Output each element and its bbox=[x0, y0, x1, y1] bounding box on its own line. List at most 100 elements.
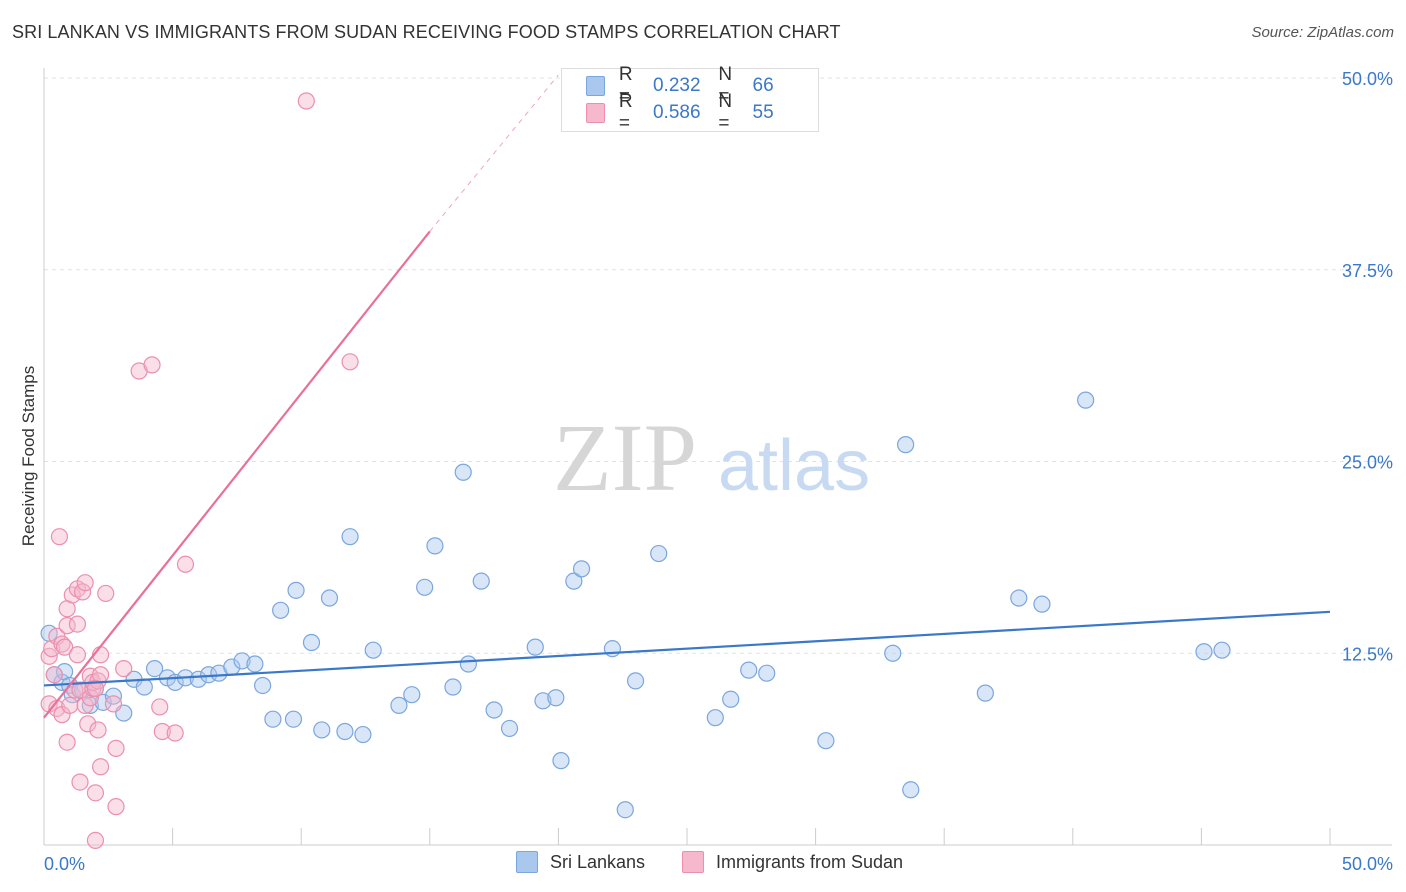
point-sudan bbox=[115, 659, 133, 678]
axes bbox=[43, 68, 1392, 846]
x-tick-label-max: 50.0% bbox=[1342, 854, 1393, 874]
point-sri-lankans bbox=[354, 725, 372, 744]
point-sri-lankans bbox=[313, 721, 331, 739]
point-sudan bbox=[97, 584, 115, 603]
chart-source: Source: ZipAtlas.com bbox=[1251, 24, 1394, 41]
point-sri-lankans bbox=[459, 655, 477, 673]
point-sri-lankans bbox=[390, 696, 408, 715]
point-sri-lankans bbox=[884, 644, 902, 662]
point-sudan bbox=[86, 784, 105, 802]
point-sudan bbox=[143, 356, 161, 374]
point-sri-lankans bbox=[534, 692, 552, 710]
point-sudan bbox=[53, 635, 71, 653]
point-sudan bbox=[50, 528, 69, 546]
point-sri-lankans bbox=[246, 655, 264, 673]
legend-r-label: R = bbox=[618, 91, 633, 134]
point-sudan bbox=[68, 646, 87, 664]
point-sri-lankans bbox=[572, 560, 591, 578]
point-sri-lankans bbox=[287, 581, 305, 599]
legend-swatch-pink bbox=[586, 103, 605, 123]
trend-line-sudan bbox=[43, 230, 431, 719]
legend-swatch-blue bbox=[586, 76, 605, 96]
point-sudan bbox=[86, 679, 105, 698]
point-sudan bbox=[166, 724, 184, 742]
bottom-legend-label-pink: Immigrants from Sudan bbox=[716, 851, 904, 872]
y-tick-label: 37.5% bbox=[1342, 261, 1393, 281]
legend-r-value: 0.232 bbox=[652, 75, 701, 96]
point-sri-lankans bbox=[302, 633, 321, 652]
point-sri-lankans bbox=[976, 684, 994, 702]
point-sudan bbox=[153, 722, 171, 741]
y-tick-label: 12.5% bbox=[1342, 644, 1393, 664]
point-sri-lankans bbox=[426, 537, 444, 555]
point-sudan bbox=[341, 353, 359, 371]
point-sri-lankans bbox=[1077, 391, 1095, 409]
point-sri-lankans bbox=[552, 752, 570, 770]
legend-r-label: R = bbox=[618, 64, 633, 107]
point-sri-lankans bbox=[416, 578, 434, 596]
y-tick-label: 25.0% bbox=[1342, 453, 1393, 473]
point-sri-lankans bbox=[284, 710, 303, 728]
legend-n-value: 66 bbox=[752, 75, 774, 96]
trend-line-sudan-extension bbox=[429, 74, 559, 232]
point-sri-lankans bbox=[145, 659, 164, 678]
trend-lines bbox=[43, 74, 1331, 719]
point-sudan bbox=[55, 638, 74, 656]
y-tick-label: 50.0% bbox=[1342, 69, 1393, 89]
bottom-legend-swatch-blue bbox=[516, 851, 538, 873]
point-sri-lankans bbox=[740, 661, 758, 679]
point-sri-lankans bbox=[626, 672, 645, 690]
trend-line-sri-lankans bbox=[43, 610, 1331, 687]
point-sudan bbox=[107, 798, 125, 816]
point-sri-lankans bbox=[722, 690, 740, 708]
bottom-legend-sudan: Immigrants from Sudan bbox=[682, 851, 903, 873]
point-sri-lankans bbox=[454, 463, 472, 481]
point-sri-lankans bbox=[526, 638, 544, 656]
point-sri-lankans bbox=[320, 589, 339, 607]
point-sri-lankans bbox=[472, 572, 490, 590]
point-sudan bbox=[71, 773, 89, 791]
bottom-legend-sri-lankans: Sri Lankans bbox=[516, 851, 645, 873]
point-sri-lankans bbox=[254, 676, 272, 695]
point-sudan bbox=[45, 666, 63, 684]
point-sudan bbox=[79, 715, 97, 733]
point-sri-lankans bbox=[1033, 595, 1051, 613]
point-sri-lankans bbox=[650, 544, 668, 563]
point-sri-lankans bbox=[444, 678, 462, 696]
bottom-legend-swatch-pink bbox=[682, 851, 704, 873]
point-sudan bbox=[107, 739, 125, 757]
legend-row-sudan: R = 0.586 N = 55 bbox=[586, 91, 818, 134]
x-tick-label-min: 0.0% bbox=[44, 854, 85, 874]
point-sudan bbox=[151, 698, 169, 716]
point-sudan bbox=[76, 574, 94, 592]
point-sudan bbox=[104, 695, 123, 713]
point-sudan bbox=[86, 831, 105, 849]
bottom-legend-label-blue: Sri Lankans bbox=[550, 851, 646, 872]
point-sri-lankans bbox=[1195, 643, 1213, 661]
watermark-atlas: atlas bbox=[718, 426, 870, 506]
point-sri-lankans bbox=[902, 781, 920, 799]
point-sri-lankans bbox=[272, 601, 290, 619]
point-sudan bbox=[68, 615, 87, 633]
point-sri-lankans bbox=[341, 528, 359, 546]
point-sri-lankans bbox=[500, 719, 519, 738]
legend-row-sri-lankans: R = 0.232 N = 66 bbox=[586, 64, 818, 107]
legend-n-label: N = bbox=[718, 64, 733, 107]
point-sudan bbox=[91, 758, 110, 776]
point-sri-lankans bbox=[485, 701, 503, 719]
point-sri-lankans bbox=[336, 722, 354, 741]
point-sri-lankans bbox=[758, 664, 776, 682]
y-axis-title: Receiving Food Stamps bbox=[19, 365, 38, 547]
point-sri-lankans bbox=[1213, 641, 1231, 659]
point-sri-lankans bbox=[364, 641, 382, 659]
point-sri-lankans bbox=[264, 710, 282, 728]
legend-r-value: 0.586 bbox=[652, 102, 701, 123]
legend-n-label: N = bbox=[718, 91, 733, 134]
point-sri-lankans bbox=[706, 709, 724, 727]
point-sri-lankans bbox=[616, 801, 634, 819]
watermark-zip: ZIP bbox=[553, 404, 697, 511]
gridlines bbox=[44, 77, 1392, 654]
point-sudan bbox=[89, 721, 107, 739]
point-sri-lankans bbox=[1010, 589, 1028, 607]
